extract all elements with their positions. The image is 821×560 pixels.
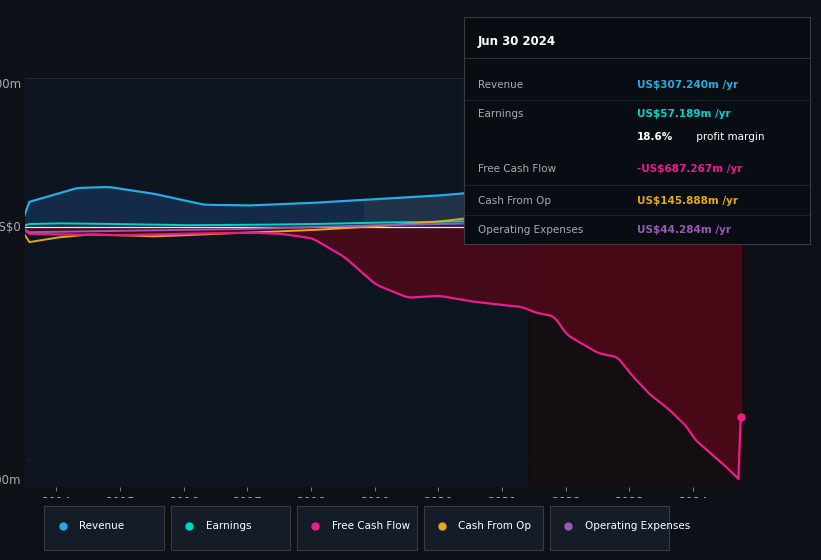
Text: US$400m: US$400m (0, 78, 21, 91)
Text: -US$700m: -US$700m (0, 474, 21, 487)
FancyBboxPatch shape (550, 506, 669, 550)
Text: Earnings: Earnings (205, 521, 251, 531)
Text: US$0: US$0 (0, 221, 21, 234)
Text: Jun 30 2024: Jun 30 2024 (478, 35, 556, 48)
FancyBboxPatch shape (44, 506, 163, 550)
Text: Earnings: Earnings (478, 109, 523, 119)
Text: US$44.284m /yr: US$44.284m /yr (637, 225, 731, 235)
Text: Revenue: Revenue (79, 521, 124, 531)
Text: Cash From Op: Cash From Op (458, 521, 531, 531)
Text: Operating Expenses: Operating Expenses (478, 225, 583, 235)
Text: US$57.189m /yr: US$57.189m /yr (637, 109, 731, 119)
Text: profit margin: profit margin (693, 132, 764, 142)
Text: Revenue: Revenue (478, 80, 523, 90)
Text: Free Cash Flow: Free Cash Flow (332, 521, 410, 531)
Bar (528, 78, 747, 487)
Text: Free Cash Flow: Free Cash Flow (478, 164, 556, 174)
FancyBboxPatch shape (424, 506, 543, 550)
Text: Operating Expenses: Operating Expenses (585, 521, 690, 531)
Text: -US$687.267m /yr: -US$687.267m /yr (637, 164, 742, 174)
Text: Cash From Op: Cash From Op (478, 195, 551, 206)
FancyBboxPatch shape (297, 506, 416, 550)
FancyBboxPatch shape (171, 506, 290, 550)
Text: 18.6%: 18.6% (637, 132, 673, 142)
Text: US$145.888m /yr: US$145.888m /yr (637, 195, 738, 206)
Text: US$307.240m /yr: US$307.240m /yr (637, 80, 738, 90)
